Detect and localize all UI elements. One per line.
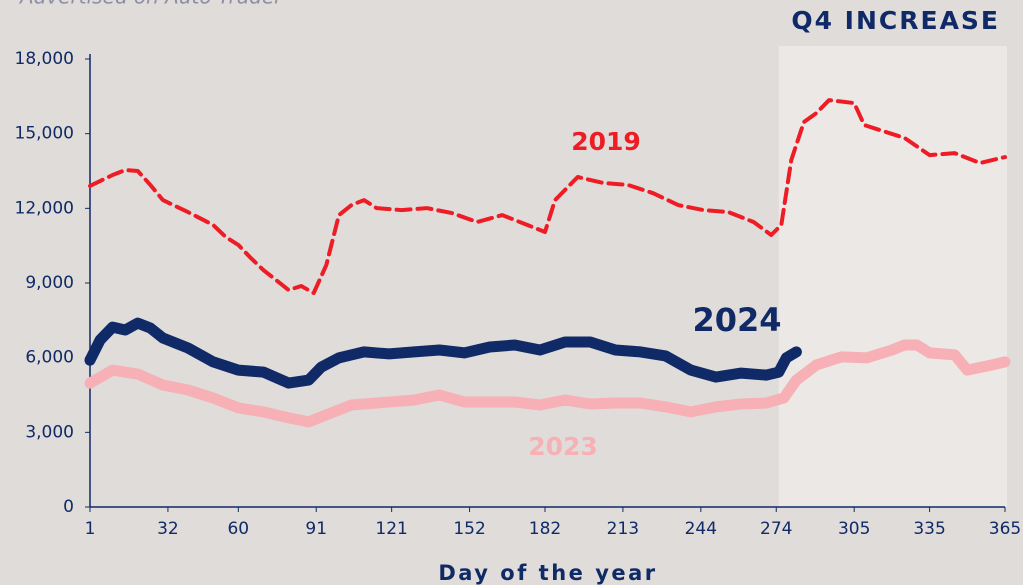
x-tick-label: 305 xyxy=(838,519,870,539)
series-line xyxy=(84,317,802,389)
annotation: Q4 INCREASE xyxy=(791,6,1000,35)
series-line xyxy=(84,339,1011,428)
x-tick-label: 182 xyxy=(529,519,561,539)
x-tick-label: 60 xyxy=(227,519,249,539)
x-tick-label: 91 xyxy=(305,519,327,539)
x-tick-label: 152 xyxy=(453,519,485,539)
x-tick-label: 1 xyxy=(85,519,96,539)
series-line xyxy=(88,98,1007,295)
x-axis-label: Day of the year xyxy=(438,561,657,585)
x-tick-label: 365 xyxy=(989,519,1021,539)
y-tick-label: 18,000 xyxy=(15,49,74,69)
highlight-region xyxy=(778,46,1007,507)
chart-subtitle: Advertised on Auto Trader xyxy=(18,0,284,9)
y-tick-label: 15,000 xyxy=(15,124,74,144)
series-label: 2023 xyxy=(528,432,598,461)
x-tick-label: 335 xyxy=(913,519,945,539)
x-tick-label: 213 xyxy=(607,519,639,539)
series-label: 2019 xyxy=(571,127,641,156)
x-tick-label: 244 xyxy=(685,519,717,539)
y-tick-label: 6,000 xyxy=(25,348,74,368)
y-tick-label: 9,000 xyxy=(25,273,74,293)
y-tick-label: 0 xyxy=(63,497,74,517)
x-tick-label: 121 xyxy=(375,519,407,539)
y-tick-label: 12,000 xyxy=(15,198,74,218)
y-tick-label: 3,000 xyxy=(25,422,74,442)
x-tick-label: 32 xyxy=(157,519,179,539)
x-tick-label: 274 xyxy=(760,519,792,539)
series-label: 2024 xyxy=(692,301,781,339)
